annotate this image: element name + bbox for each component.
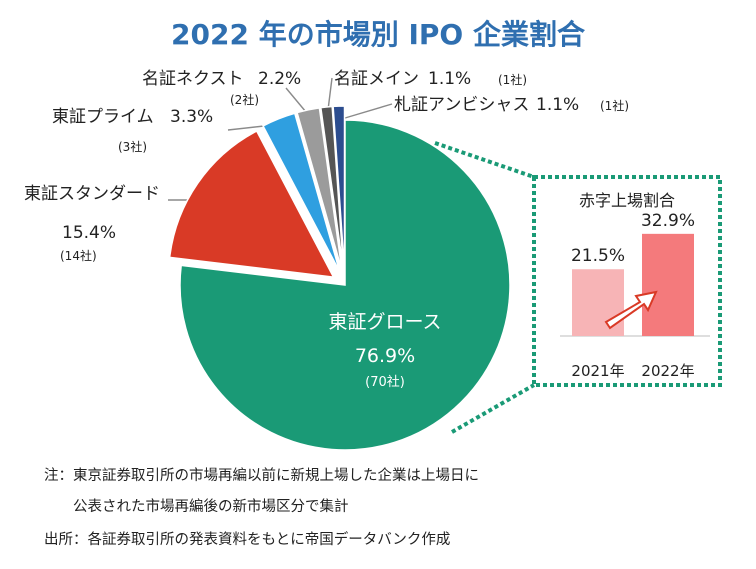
pie-slice-nagoya-next [296,107,343,272]
pie-slices [168,105,511,451]
slice-pct-nagoya-main: 1.1% [428,69,471,89]
connector-bottom [451,383,535,434]
inset-bar-chart: 21.5% 32.9% [560,211,710,337]
inset-bar-2022年 [642,233,694,336]
slice-label-nagoya-main: 名証メイン [334,69,419,89]
leader-nagoya-next [285,87,307,113]
source-line: 出所：各証券取引所の発表資料をもとに帝国データバンク作成 [44,532,451,548]
slice-label-sapporo-ambitious: 札証アンビシャス [394,95,529,115]
slice-pct-prime: 3.3% [170,107,213,127]
inset-title: 赤字上場割合 [579,191,675,210]
slice-count-nagoya-main: (1社) [498,72,527,87]
inset-frame [532,175,722,387]
slice-count-nagoya-next: (2社) [230,92,259,107]
inset-value-label-2022年: 32.9% [641,211,695,231]
connector-top [434,141,535,179]
slice-label-prime: 東証プライム [52,107,154,127]
slice-pct-sapporo-ambitious: 1.1% [536,95,579,115]
pie-slice-nagoya-main [319,105,345,272]
pie-slice-prime [262,112,341,273]
slice-label-standard: 東証スタンダード [24,184,160,204]
pie-slice-growth [179,119,511,451]
chart-title: 2022 年の市場別 IPO 企業割合 [171,18,586,51]
inset-bar-2021年 [572,269,624,336]
slice-pct-standard: 15.4% [62,223,116,243]
inset-connector [434,141,535,434]
slice-label-nagoya-next: 名証ネクスト [142,69,244,89]
inset-value-label-2021年: 21.5% [571,246,625,266]
leader-nagoya-main [327,77,333,111]
slice-pct-growth: 76.9% [355,345,415,367]
note-line-2: 公表された市場再編後の新市場区分で集計 [44,499,349,515]
increase-arrow-icon [604,290,658,330]
slice-pct-nagoya-next: 2.2% [258,69,301,89]
slice-count-standard: (14社) [60,248,97,263]
slice-count-sapporo-ambitious: (1社) [600,98,629,113]
slice-label-growth: 東証グロース [328,311,441,333]
pie-slice-sapporo-ambitious [332,105,346,272]
slice-count-growth: (70社) [365,374,405,390]
slice-count-prime: (3社) [118,139,147,154]
note-line-1: 注：東京証券取引所の市場再編以前に新規上場した企業は上場日に [44,468,479,484]
pie-slice-standard [168,129,335,278]
inset-category-2021: 2021年 [571,362,624,380]
leader-sapporo-ambitious [344,103,393,119]
inset-category-2022: 2022年 [641,362,694,380]
